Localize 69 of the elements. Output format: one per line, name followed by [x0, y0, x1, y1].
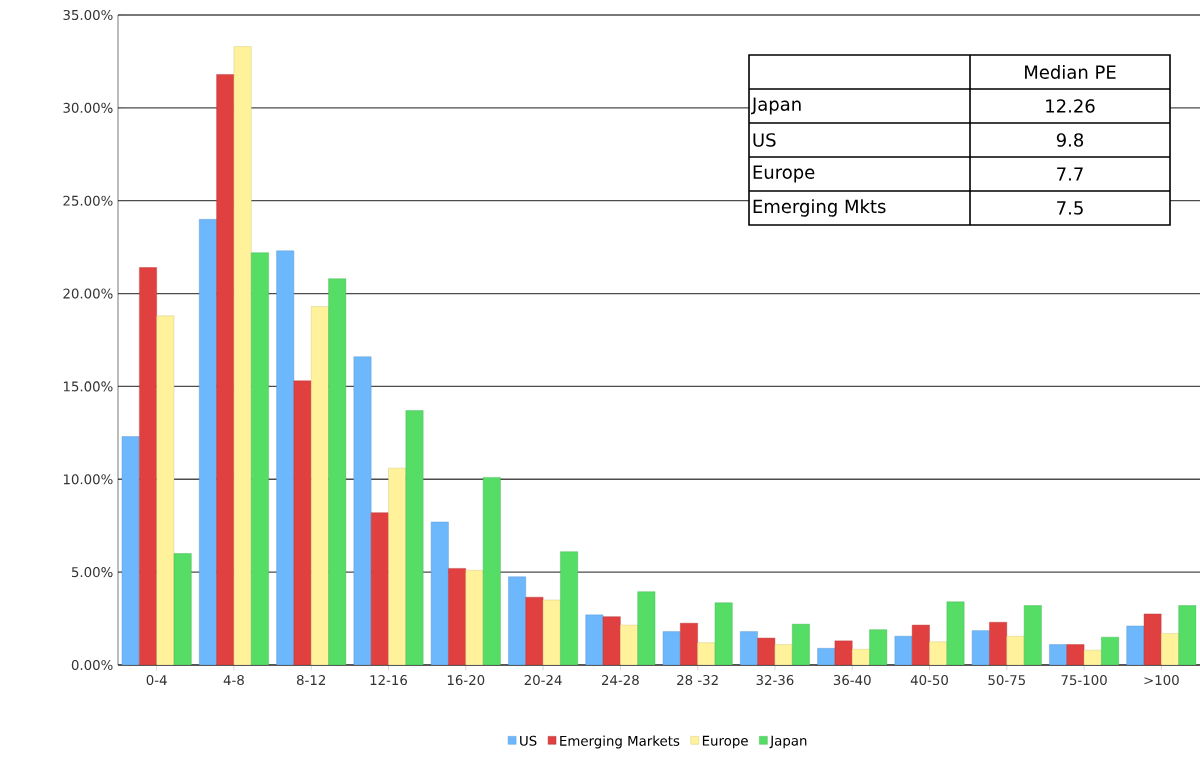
annotation: Median PE: [1025, 65, 1116, 79]
bar: [405, 410, 424, 665]
annotation: Emerging Mkts: [753, 199, 886, 217]
bar: [1023, 605, 1042, 665]
bar: [388, 467, 407, 665]
bar: [233, 46, 252, 665]
bar: [121, 436, 140, 665]
x-tick-label: 4-8: [223, 675, 244, 686]
x-tick-label: 8-12: [296, 675, 326, 686]
bar: [216, 74, 235, 665]
x-tick-label: 16-20: [447, 675, 485, 686]
y-tick-label: 10.00%: [63, 474, 113, 485]
bar: [139, 267, 157, 665]
x-tick-label: >100: [1144, 675, 1179, 686]
y-tick-label: 15.00%: [63, 381, 113, 392]
bar: [525, 597, 544, 665]
x-tick-label: 50-75: [988, 675, 1025, 686]
bar: [482, 477, 501, 665]
y-tick-label: 20.00%: [63, 288, 113, 299]
y-tick-label: 25.00%: [63, 195, 113, 206]
bar: [637, 591, 656, 665]
bar: [602, 616, 621, 665]
bar: [1178, 605, 1197, 665]
bar: [156, 315, 175, 665]
annotation: US: [753, 133, 776, 147]
x-tick-label: 12-16: [370, 675, 408, 686]
bar: [792, 623, 810, 665]
bar: [585, 614, 604, 665]
bar: [173, 553, 192, 665]
bar: [293, 380, 312, 665]
bar: [560, 551, 578, 665]
bar: [311, 306, 329, 665]
legend-label: Japan: [769, 735, 807, 749]
bar: [869, 629, 888, 665]
bar: [714, 602, 733, 665]
bar: [1101, 636, 1119, 665]
y-tick-label: 30.00%: [63, 102, 113, 113]
bar: [508, 576, 526, 665]
bar: [946, 601, 965, 665]
y-tick-label: 0.00%: [71, 659, 113, 671]
legend-label: Emerging Markets: [560, 735, 680, 749]
y-tick-label: 35.00%: [63, 9, 113, 21]
bar: [448, 568, 466, 665]
bar: [370, 512, 389, 665]
x-tick-label: 40-50: [910, 675, 948, 686]
annotation: Europe: [753, 165, 815, 183]
x-tick-label: 75-100: [1061, 675, 1107, 686]
x-tick-label: 32-36: [756, 675, 794, 686]
bar: [199, 219, 217, 665]
y-tick-label: 5.00%: [71, 567, 113, 578]
bar: [430, 521, 449, 665]
x-tick-label: 28 -32: [677, 675, 718, 686]
annotation: 7.5: [1057, 201, 1083, 215]
bar: [353, 356, 372, 665]
annotation: 7.7: [1057, 167, 1083, 181]
bar: [276, 250, 295, 665]
bar: [251, 252, 269, 665]
x-tick-label: 36-40: [833, 675, 871, 686]
x-tick-label: 0-4: [146, 675, 167, 686]
annotation: 12.26: [1046, 99, 1095, 113]
x-tick-label: 20-24: [524, 675, 562, 686]
x-tick-label: 24-28: [601, 675, 639, 686]
annotation: Japan: [751, 97, 801, 115]
bar: [328, 278, 347, 665]
bar: [465, 570, 484, 665]
bar: [894, 636, 913, 665]
annotation: 9.8: [1056, 133, 1084, 147]
legend-label: Europe: [702, 735, 748, 749]
legend-label: US: [520, 735, 537, 746]
